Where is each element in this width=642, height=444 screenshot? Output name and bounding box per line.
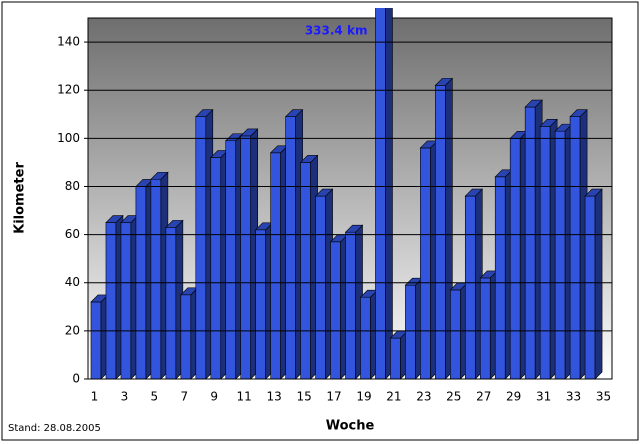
- bar-top: [284, 109, 304, 117]
- value-label: 333.4 km: [305, 24, 368, 38]
- bar-top: [314, 188, 334, 197]
- y-tick-label: 0: [72, 372, 80, 386]
- bar-side: [594, 188, 603, 380]
- bar-front: [479, 277, 491, 380]
- bar-front: [569, 116, 581, 380]
- bar-top: [150, 171, 169, 180]
- bar-top: [239, 128, 259, 137]
- x-tick-label: 21: [386, 390, 401, 404]
- bar-front: [150, 178, 162, 380]
- x-tick-label: 15: [296, 390, 311, 404]
- y-axis-title: Kilometer: [13, 162, 28, 234]
- x-tick-label: 19: [356, 390, 371, 404]
- bar-top: [299, 155, 319, 163]
- x-tick-label: 23: [416, 390, 431, 404]
- bar-top: [569, 109, 588, 117]
- bar-front: [539, 126, 551, 380]
- bar-front: [120, 222, 132, 380]
- bar-front: [255, 229, 266, 380]
- footnote: Stand: 28.08.2005: [8, 423, 101, 434]
- bar-front: [509, 138, 521, 380]
- x-tick-label: 17: [326, 390, 341, 404]
- x-tick-label: 7: [180, 390, 188, 404]
- bar-top: [584, 188, 603, 197]
- bar-front: [90, 301, 102, 380]
- bar-front: [195, 116, 207, 380]
- bar-front: [375, 8, 386, 380]
- bar-front: [105, 222, 117, 380]
- bar-top: [434, 78, 454, 86]
- x-tick-label: 1: [91, 390, 99, 404]
- x-tick-label: 3: [121, 390, 129, 404]
- x-tick-label: 11: [237, 390, 252, 404]
- bar-top: [524, 99, 543, 108]
- bar-front: [450, 289, 461, 380]
- bar-top: [195, 109, 214, 117]
- x-tick-label: 25: [446, 390, 461, 404]
- bar-top: [464, 188, 484, 197]
- bar-front: [420, 147, 431, 380]
- bar-front: [300, 162, 311, 380]
- bar-top: [105, 215, 124, 223]
- bar-front: [390, 337, 401, 380]
- y-tick-label: 120: [57, 83, 80, 97]
- bar-front: [210, 157, 222, 380]
- bar-front: [315, 195, 326, 380]
- bar-front: [345, 231, 356, 380]
- bar-front: [165, 227, 177, 380]
- bar-front: [285, 116, 296, 380]
- y-tick-label: 140: [57, 35, 80, 49]
- bar-top: [165, 220, 184, 228]
- y-tick-label: 40: [65, 275, 80, 289]
- x-tick-label: 9: [210, 390, 218, 404]
- y-tick-label: 80: [65, 179, 80, 193]
- bar-front: [180, 294, 192, 380]
- x-tick-label: 35: [596, 390, 611, 404]
- y-tick-label: 100: [57, 131, 80, 145]
- bar-front: [225, 140, 237, 380]
- x-tick-label: 27: [476, 390, 491, 404]
- bar-front: [360, 296, 371, 380]
- bar-top: [539, 119, 558, 127]
- x-tick-label: 5: [151, 390, 159, 404]
- bar-side: [385, 8, 393, 380]
- y-tick-label: 60: [65, 227, 80, 241]
- x-tick-label: 29: [506, 390, 521, 404]
- bar-front: [494, 176, 506, 380]
- x-axis-title: Woche: [326, 419, 375, 434]
- bar-front: [584, 195, 596, 380]
- x-tick-label: 31: [536, 390, 551, 404]
- bar-front: [464, 195, 476, 380]
- bars: [90, 8, 603, 380]
- x-tick-label: 33: [566, 390, 581, 404]
- bar-front: [405, 284, 416, 380]
- bar-front: [524, 106, 536, 380]
- x-tick-label: 13: [267, 390, 282, 404]
- y-tick-label: 20: [65, 323, 80, 337]
- bar-front: [554, 130, 566, 380]
- bar-front: [240, 135, 252, 380]
- bar-front: [330, 241, 341, 380]
- bar-top: [344, 224, 364, 233]
- bar-front: [435, 85, 446, 380]
